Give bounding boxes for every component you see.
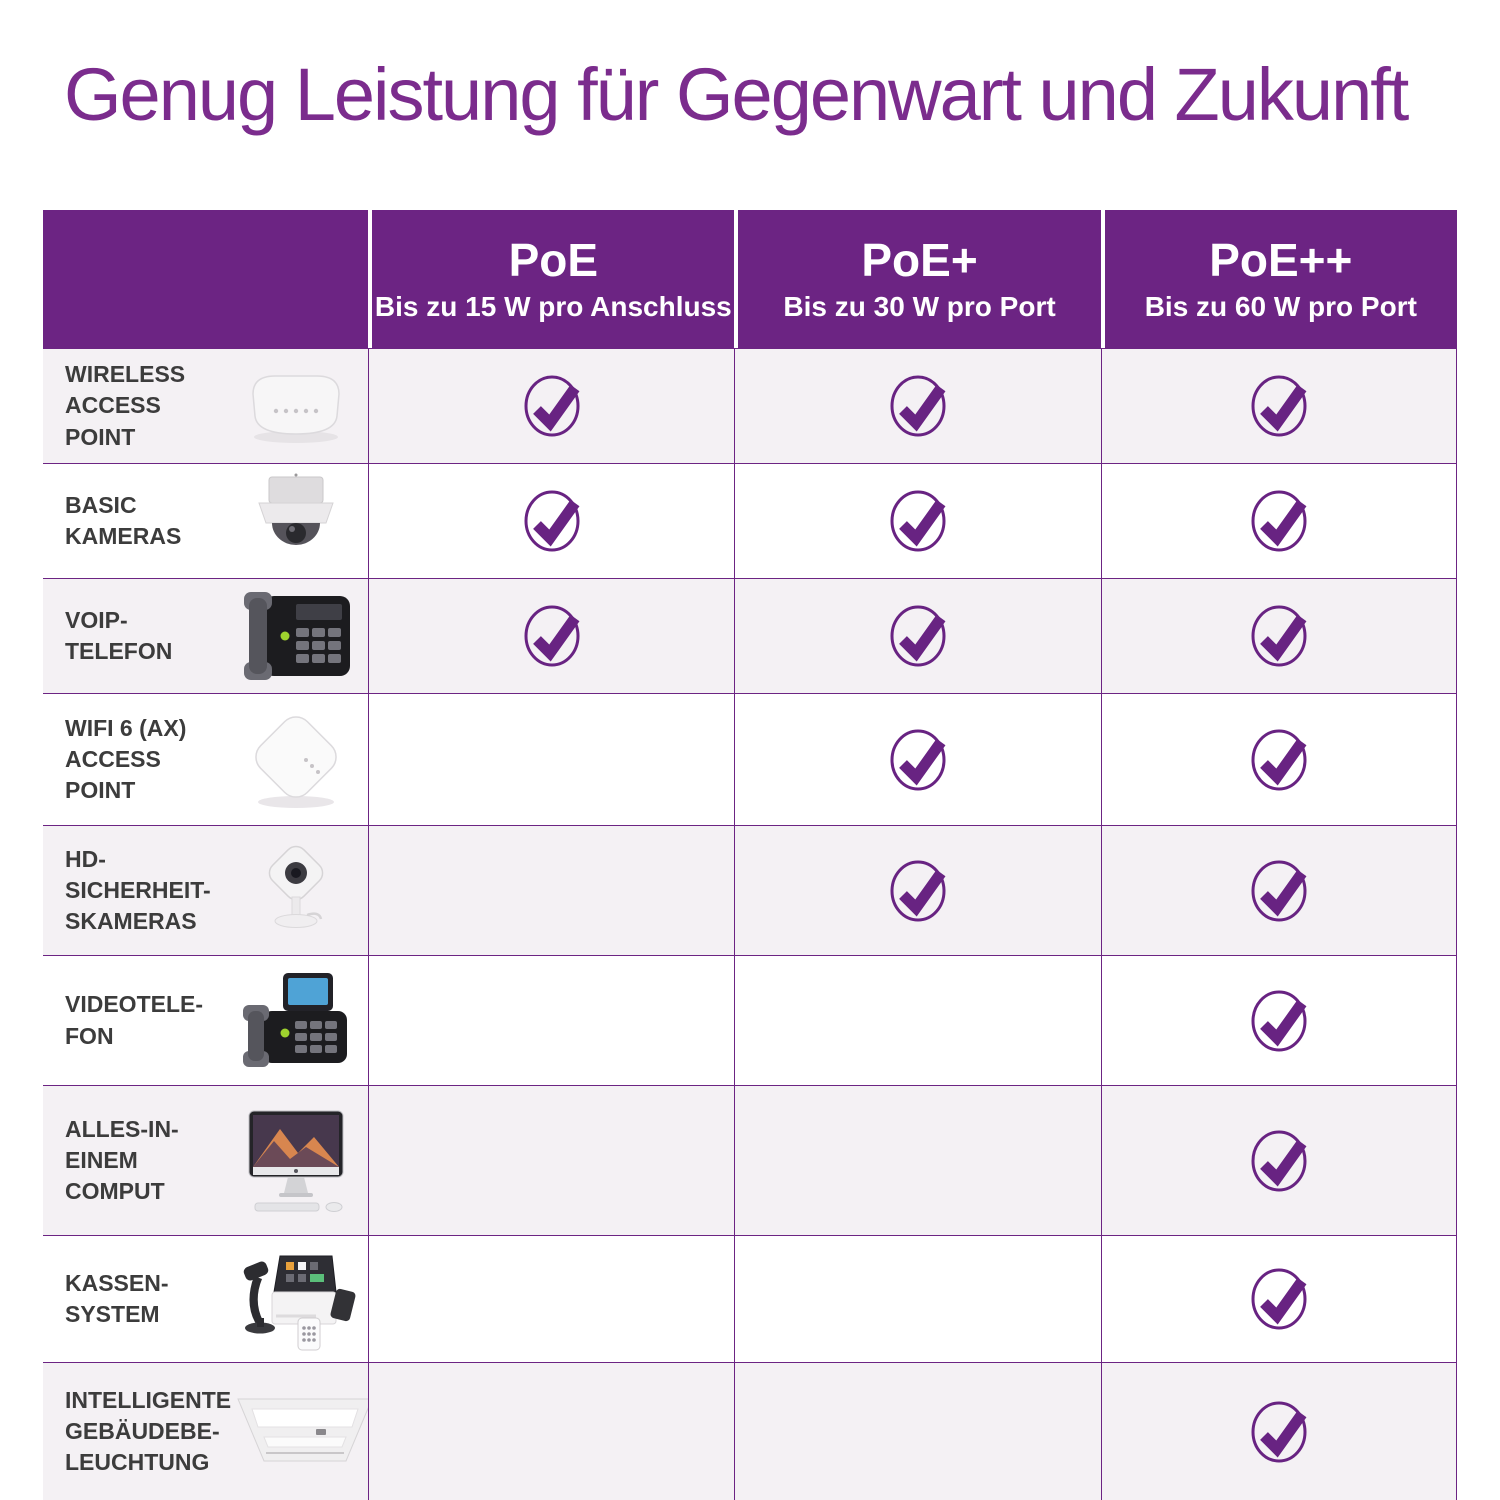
table-row-kassensystem: KASSEN- SYSTEM [43, 1235, 1457, 1362]
table-row-basic-kameras: BASIC KAMERAS [43, 463, 1457, 578]
check-cell [368, 579, 735, 693]
check-cell [1100, 464, 1457, 578]
dome-camera-image [230, 473, 368, 569]
column-title: PoE [508, 234, 599, 286]
check-cell [1100, 1236, 1457, 1362]
check-cell [1100, 956, 1457, 1085]
wifi6-access-point-image [230, 708, 368, 812]
row-label: ALLES-IN- EINEM COMPUT [65, 1115, 179, 1205]
check-cell [368, 826, 735, 955]
check-cell [1100, 349, 1457, 463]
all-in-one-computer-image [230, 1107, 368, 1215]
check-cell [1100, 579, 1457, 693]
check-icon [524, 490, 580, 552]
check-icon [1251, 490, 1307, 552]
check-cell [1100, 826, 1457, 955]
row-header-cell: VOIP- TELEFON [43, 579, 369, 693]
column-header-poe-plus: PoE+ Bis zu 30 W pro Port [734, 210, 1101, 348]
row-header-cell: KASSEN- SYSTEM [43, 1236, 369, 1362]
table-header-row: PoE Bis zu 15 W pro Anschluss PoE+ Bis z… [43, 210, 1457, 348]
row-label: VOIP- TELEFON [65, 606, 173, 664]
row-label: VIDEOTELE- FON [65, 991, 204, 1049]
table-row-voip-telefon: VOIP- TELEFON [43, 578, 1457, 693]
check-cell [1100, 694, 1457, 825]
check-icon [1251, 1130, 1307, 1191]
row-label: INTELLIGENTE GEBÄUDEBE- LEUCHTUNG [65, 1386, 232, 1476]
check-icon [1251, 1401, 1307, 1462]
table-row-videotelefon: VIDEOTELE- FON [43, 955, 1457, 1085]
column-header-poe: PoE Bis zu 15 W pro Anschluss [368, 210, 735, 348]
check-cell [734, 1363, 1101, 1500]
check-cell [368, 956, 735, 1085]
check-icon [890, 860, 946, 921]
row-label: WIRELESS ACCESS POINT [65, 361, 186, 450]
check-icon [1251, 990, 1307, 1051]
column-header-poe-plus-plus: PoE++ Bis zu 60 W pro Port [1100, 210, 1457, 348]
check-icon [890, 375, 946, 437]
page-title: Genug Leistung für Gegenwart und Zukunft [64, 53, 1409, 136]
row-label: KASSEN- SYSTEM [65, 1269, 169, 1327]
column-subtitle: Bis zu 60 W pro Port [1144, 291, 1417, 322]
check-icon [890, 605, 946, 667]
check-cell [1100, 1363, 1457, 1500]
check-cell [368, 1236, 735, 1362]
hd-security-camera-image [230, 841, 368, 941]
table-row-wifi6-access-point: WIFI 6 (AX) ACCESS POINT [43, 693, 1457, 825]
table-row-wireless-access-point: WIRELESS ACCESS POINT [43, 348, 1457, 463]
check-cell [368, 694, 735, 825]
column-title: PoE+ [861, 234, 978, 286]
check-cell [734, 1086, 1101, 1235]
video-phone-image [230, 971, 368, 1071]
row-label: BASIC KAMERAS [65, 491, 182, 549]
check-icon [890, 729, 946, 790]
check-cell [1100, 1086, 1457, 1235]
check-icon [1251, 1268, 1307, 1330]
row-header-cell: WIFI 6 (AX) ACCESS POINT [43, 694, 369, 825]
check-cell [368, 1363, 735, 1500]
check-cell [734, 826, 1101, 955]
voip-phone-image [230, 590, 368, 682]
row-header-cell: BASIC KAMERAS [43, 464, 369, 578]
column-subtitle: Bis zu 30 W pro Port [783, 291, 1056, 322]
check-icon [1251, 375, 1307, 437]
check-cell [368, 349, 735, 463]
row-header-cell: HD- SICHERHEIT- SKAMERAS [43, 826, 369, 955]
table-row-alles-in-einem-computer: ALLES-IN- EINEM COMPUT [43, 1085, 1457, 1235]
poe-comparison-table: PoE Bis zu 15 W pro Anschluss PoE+ Bis z… [43, 210, 1457, 1500]
check-icon [1251, 729, 1307, 790]
row-label: HD- SICHERHEIT- SKAMERAS [65, 845, 211, 935]
check-cell [368, 1086, 735, 1235]
check-cell [734, 956, 1101, 1085]
row-label: WIFI 6 (AX) ACCESS POINT [65, 714, 187, 804]
check-cell [734, 349, 1101, 463]
check-icon [890, 490, 946, 552]
row-header-cell: ALLES-IN- EINEM COMPUT [43, 1086, 369, 1235]
row-header-cell: WIRELESS ACCESS POINT [43, 349, 369, 463]
smart-building-lighting-image [230, 1387, 386, 1477]
header-spacer-cell [43, 210, 369, 348]
table-row-intelligente-gebaeudebeleuchtung: INTELLIGENTE GEBÄUDEBE- LEUCHTUNG [43, 1362, 1457, 1500]
pos-system-image [230, 1246, 372, 1352]
check-icon [1251, 605, 1307, 667]
check-cell [368, 464, 735, 578]
row-header-cell: VIDEOTELE- FON [43, 956, 369, 1085]
check-icon [524, 375, 580, 437]
column-subtitle: Bis zu 15 W pro Anschluss [374, 291, 732, 322]
row-header-cell: INTELLIGENTE GEBÄUDEBE- LEUCHTUNG [43, 1363, 373, 1500]
table-row-hd-sicherheitskameras: HD- SICHERHEIT- SKAMERAS [43, 825, 1457, 955]
check-icon [1251, 860, 1307, 921]
check-cell [734, 1236, 1101, 1362]
check-cell [734, 464, 1101, 578]
wireless-access-point-image [230, 366, 368, 446]
check-icon [524, 605, 580, 667]
check-cell [734, 694, 1101, 825]
check-cell [734, 579, 1101, 693]
column-title: PoE++ [1209, 234, 1353, 286]
